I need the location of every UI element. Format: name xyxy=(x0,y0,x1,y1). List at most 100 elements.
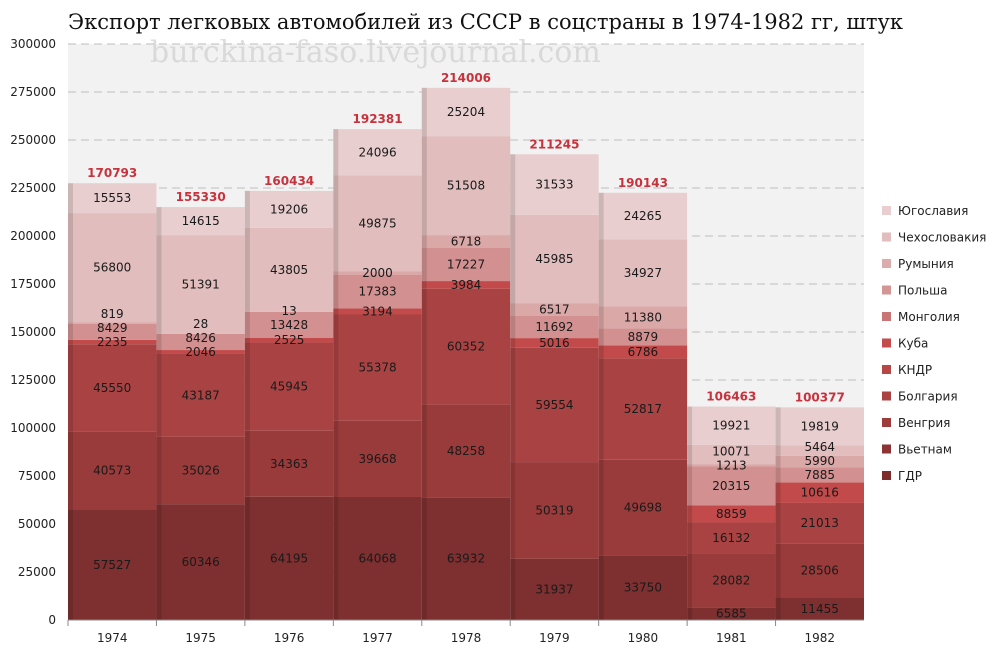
legend-label: Монголия xyxy=(898,310,960,324)
bar-segment xyxy=(598,358,688,460)
data-label: 1213 xyxy=(716,458,747,472)
data-label: 3984 xyxy=(451,278,482,292)
data-label: 8879 xyxy=(628,330,659,344)
data-label: 2000 xyxy=(362,266,393,280)
legend-swatch xyxy=(882,232,891,242)
y-tick-label: 150000 xyxy=(10,325,56,339)
data-label: 49875 xyxy=(358,216,396,230)
bar-segment xyxy=(687,522,776,554)
data-label: 6786 xyxy=(628,345,659,359)
bar-segment xyxy=(775,482,864,503)
bar-segment xyxy=(244,227,334,312)
data-label: 19819 xyxy=(801,419,839,433)
legend-label: Болгария xyxy=(898,390,958,404)
data-label: 16132 xyxy=(712,531,750,545)
data-label: 6585 xyxy=(716,607,747,621)
data-label: 2525 xyxy=(274,333,305,347)
data-label: 59554 xyxy=(535,398,573,412)
data-label: 15553 xyxy=(93,191,131,205)
legend-item: Болгария xyxy=(882,390,958,404)
data-label: 2046 xyxy=(185,345,216,359)
bar-segment xyxy=(244,190,334,228)
data-label: 5464 xyxy=(805,440,836,454)
bar-1978: 63932 48258 60352 3984 17227 6718 51508 25204 21… xyxy=(421,71,511,645)
chart-title: Экспорт легковых автомобилей из СССР в с… xyxy=(68,10,903,34)
x-tick-label: 1978 xyxy=(451,631,482,645)
legend-label: ГДР xyxy=(898,469,922,483)
data-label: 45550 xyxy=(93,381,131,395)
bar-segment xyxy=(598,345,688,359)
bar-segment xyxy=(68,323,157,340)
bar-segment xyxy=(156,333,245,351)
bar-segment xyxy=(598,239,688,307)
bar-segment xyxy=(775,598,864,620)
bar-segment xyxy=(687,607,776,620)
bar-shadow xyxy=(775,407,781,620)
data-label: 43187 xyxy=(182,388,220,402)
bar-segment xyxy=(421,136,511,236)
x-tick-label: 1974 xyxy=(97,631,128,645)
data-label: 57527 xyxy=(93,558,131,572)
bar-segment xyxy=(687,553,776,608)
watermark: burckina-faso.livejournal.com xyxy=(150,35,601,70)
legend-swatch xyxy=(882,391,891,401)
data-label: 5990 xyxy=(805,454,836,468)
bar-segment xyxy=(333,314,422,421)
data-label: 11455 xyxy=(801,602,839,616)
y-tick-label: 300000 xyxy=(10,37,56,51)
data-label: 31533 xyxy=(535,178,573,192)
bar-segment xyxy=(333,308,422,315)
legend-swatch xyxy=(882,444,891,454)
data-label: 33750 xyxy=(624,581,662,595)
x-tick-label: 1981 xyxy=(716,631,747,645)
legend-item: ГДР xyxy=(882,469,922,483)
data-label: 13428 xyxy=(270,318,308,332)
bar-segment xyxy=(244,342,334,431)
y-tick-label: 125000 xyxy=(10,373,56,387)
legend-label: Чехословакия xyxy=(898,231,986,245)
data-label: 17227 xyxy=(447,258,485,272)
bar-segment xyxy=(775,543,864,599)
data-label: 60352 xyxy=(447,340,485,354)
bar-segment xyxy=(68,344,157,432)
y-tick-label: 275000 xyxy=(10,85,56,99)
legend-item: Монголия xyxy=(882,310,960,324)
data-label: 24265 xyxy=(624,209,662,223)
y-tick-label: 50000 xyxy=(18,517,56,531)
bar-shadow xyxy=(333,129,339,620)
bar-segment xyxy=(421,235,511,248)
data-label: 28082 xyxy=(712,573,750,587)
bar-segment xyxy=(333,271,422,275)
data-label: 28506 xyxy=(801,564,839,578)
x-tick-label: 1977 xyxy=(362,631,393,645)
bar-segment xyxy=(510,303,599,316)
x-tick-label: 1980 xyxy=(628,631,659,645)
bar-segment xyxy=(687,464,776,467)
y-tick-label: 200000 xyxy=(10,229,56,243)
bar-segment xyxy=(333,420,422,497)
bar-segment xyxy=(421,288,511,405)
data-label: 64195 xyxy=(270,551,308,565)
x-tick-label: 1975 xyxy=(185,631,216,645)
bar-segment xyxy=(598,328,688,346)
data-label: 31937 xyxy=(535,582,573,596)
bar-segment xyxy=(598,306,688,329)
bar-segment xyxy=(510,315,599,339)
legend-label: Румыния xyxy=(898,257,954,271)
bar-segment xyxy=(333,129,422,176)
data-label: 50319 xyxy=(535,503,573,517)
legend-swatch xyxy=(882,285,891,295)
bar-segment xyxy=(775,407,864,446)
bar-segment xyxy=(687,444,776,465)
bar-segment xyxy=(333,274,422,309)
bar-segment xyxy=(598,192,688,240)
y-tick-label: 25000 xyxy=(18,565,56,579)
data-label: 19921 xyxy=(712,419,750,433)
bar-segment xyxy=(68,213,157,323)
legend-swatch xyxy=(882,365,891,374)
